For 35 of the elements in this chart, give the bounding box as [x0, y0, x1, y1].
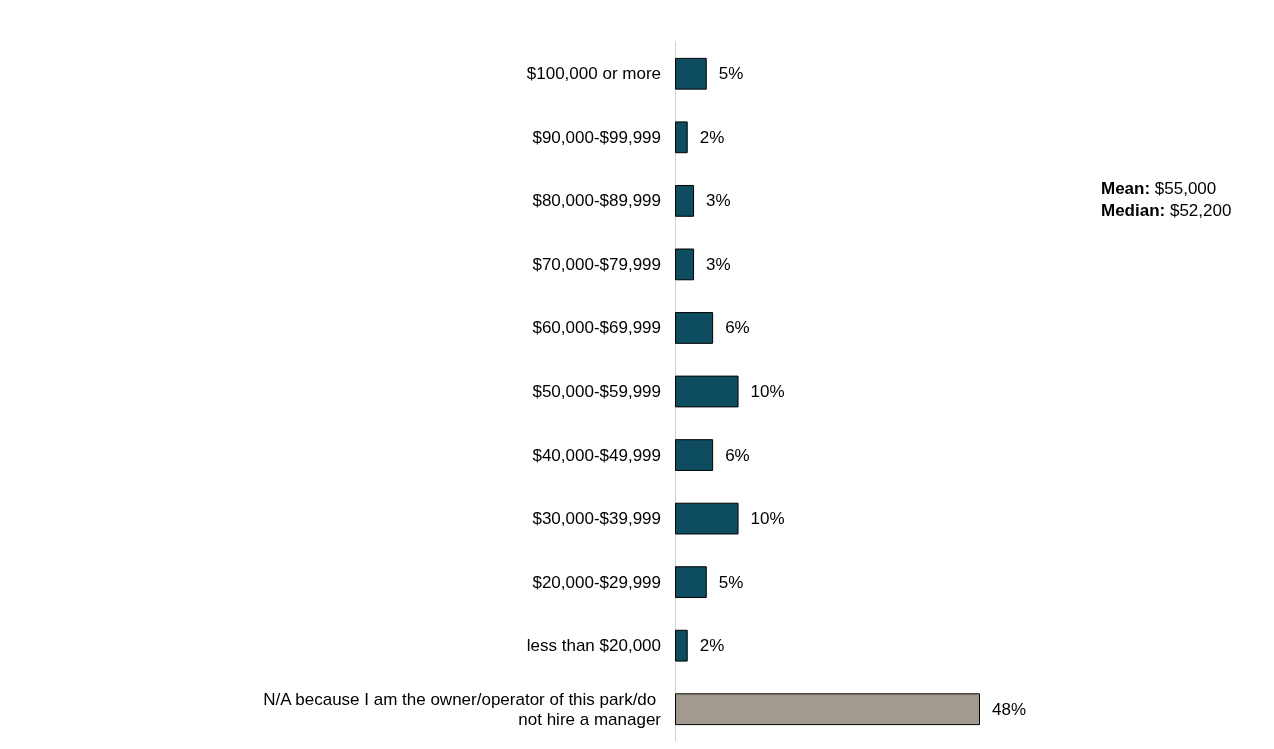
- bar: [675, 248, 695, 281]
- bar: [675, 312, 714, 344]
- text: Median: $52,200: [1101, 201, 1232, 220]
- y-tick-label: $40,000-$49,999: [532, 445, 661, 465]
- bar: [675, 629, 688, 662]
- bar: [675, 375, 739, 408]
- y-tick-label: $50,000-$59,999: [532, 382, 661, 401]
- y-tick-label: $100,000 or more: [526, 64, 661, 84]
- y-tick-label: less than $20,000: [526, 636, 661, 656]
- bar: [675, 502, 739, 535]
- data-label: 6%: [725, 318, 750, 338]
- data-label: 10%: [750, 382, 785, 401]
- data-label: 2%: [699, 127, 725, 147]
- y-tick-label: $70,000-$79,999: [532, 254, 661, 274]
- y-tick-label: N/A because I am the owner/operator of this park/do not hire a manager: [263, 689, 662, 729]
- data-label: 10%: [750, 509, 785, 529]
- bar: [675, 121, 688, 154]
- data-label: 3%: [706, 254, 731, 274]
- y-tick-label: $30,000-$39,999: [532, 509, 661, 529]
- y-tick-label: $60,000-$69,999: [532, 318, 661, 338]
- y-tick-label: $90,000-$99,999: [532, 127, 661, 147]
- bar: [675, 57, 707, 90]
- data-label: 48%: [992, 699, 1027, 719]
- bar: [675, 439, 714, 471]
- y-tick-label: $20,000-$29,999: [532, 572, 661, 592]
- data-label: 6%: [725, 445, 750, 465]
- data-label: 5%: [718, 64, 744, 84]
- data-label: 5%: [718, 572, 744, 592]
- bar: [675, 693, 980, 726]
- data-label: 3%: [706, 191, 731, 211]
- bar: [675, 566, 707, 599]
- bar: [675, 184, 695, 217]
- data-label: 2%: [699, 636, 725, 656]
- text: Mean: $55,000: [1101, 179, 1217, 198]
- y-tick-label: $80,000-$89,999: [532, 191, 661, 211]
